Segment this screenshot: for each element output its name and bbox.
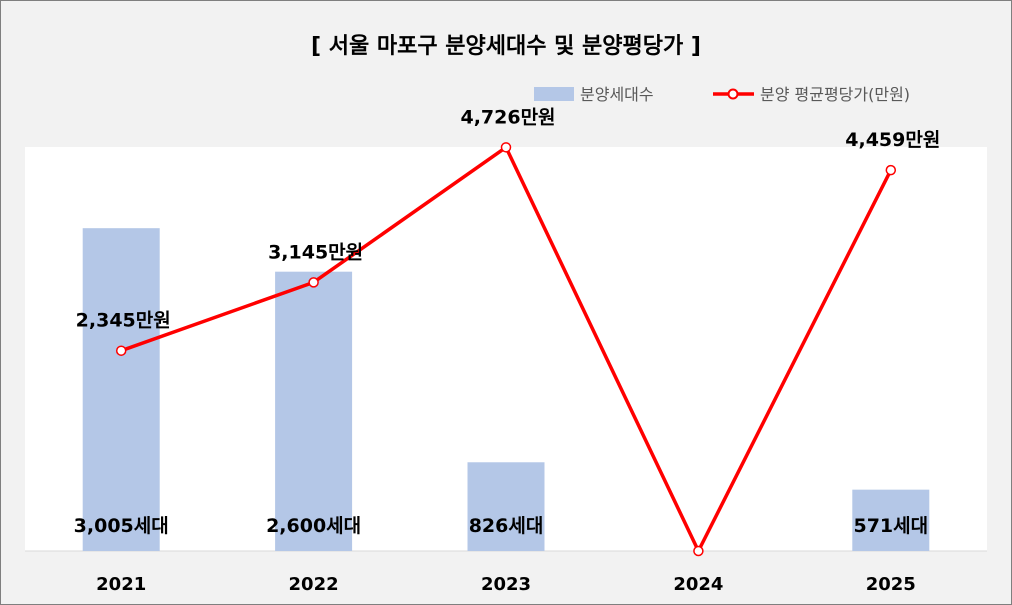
x-tick-2023: 2023 — [481, 574, 531, 595]
x-ticks-group: 2021 2022 2023 2024 2025 — [96, 574, 916, 595]
legend-line-label: 분양 평균평당가(만원) — [760, 85, 910, 104]
bar-2022 — [275, 271, 353, 551]
line-label-2025: 4,459만원 — [845, 129, 940, 151]
bar-label-2023: 826세대 — [469, 515, 544, 537]
line-series-group: 2,345만원 3,145만원 4,726만원 4,459만원 — [76, 106, 940, 557]
bar-2021 — [82, 228, 160, 552]
line-label-2023: 4,726만원 — [460, 106, 555, 128]
legend-line-marker — [727, 88, 739, 100]
line-point-2022 — [308, 277, 319, 288]
x-tick-2021: 2021 — [96, 574, 146, 595]
chart-title: [ 서울 마포구 분양세대수 및 분양평당가 ] — [311, 34, 701, 59]
line-label-2021: 2,345만원 — [76, 310, 171, 332]
legend-bar-label: 분양세대수 — [580, 85, 654, 104]
legend: 분양세대수 분양 평균평당가(만원) — [534, 85, 910, 104]
bar-2025 — [852, 489, 930, 551]
legend-bar-swatch — [534, 87, 574, 101]
bar-label-2022: 2,600세대 — [266, 515, 361, 537]
bar-2023 — [467, 462, 545, 551]
line-point-2021 — [115, 345, 127, 356]
x-tick-2024: 2024 — [673, 574, 723, 595]
line-point-2023 — [500, 142, 512, 153]
bar-label-2025: 571세대 — [853, 515, 928, 537]
bar-label-2021: 3,005세대 — [74, 515, 169, 537]
line-point-2024 — [693, 545, 704, 557]
x-tick-2022: 2022 — [289, 574, 339, 595]
line-label-2022: 3,145만원 — [268, 241, 363, 263]
x-tick-2025: 2025 — [866, 574, 916, 595]
bars-group: 3,005세대 2,600세대 826세대 571세대 — [74, 228, 930, 552]
line-point-2025 — [885, 164, 897, 176]
